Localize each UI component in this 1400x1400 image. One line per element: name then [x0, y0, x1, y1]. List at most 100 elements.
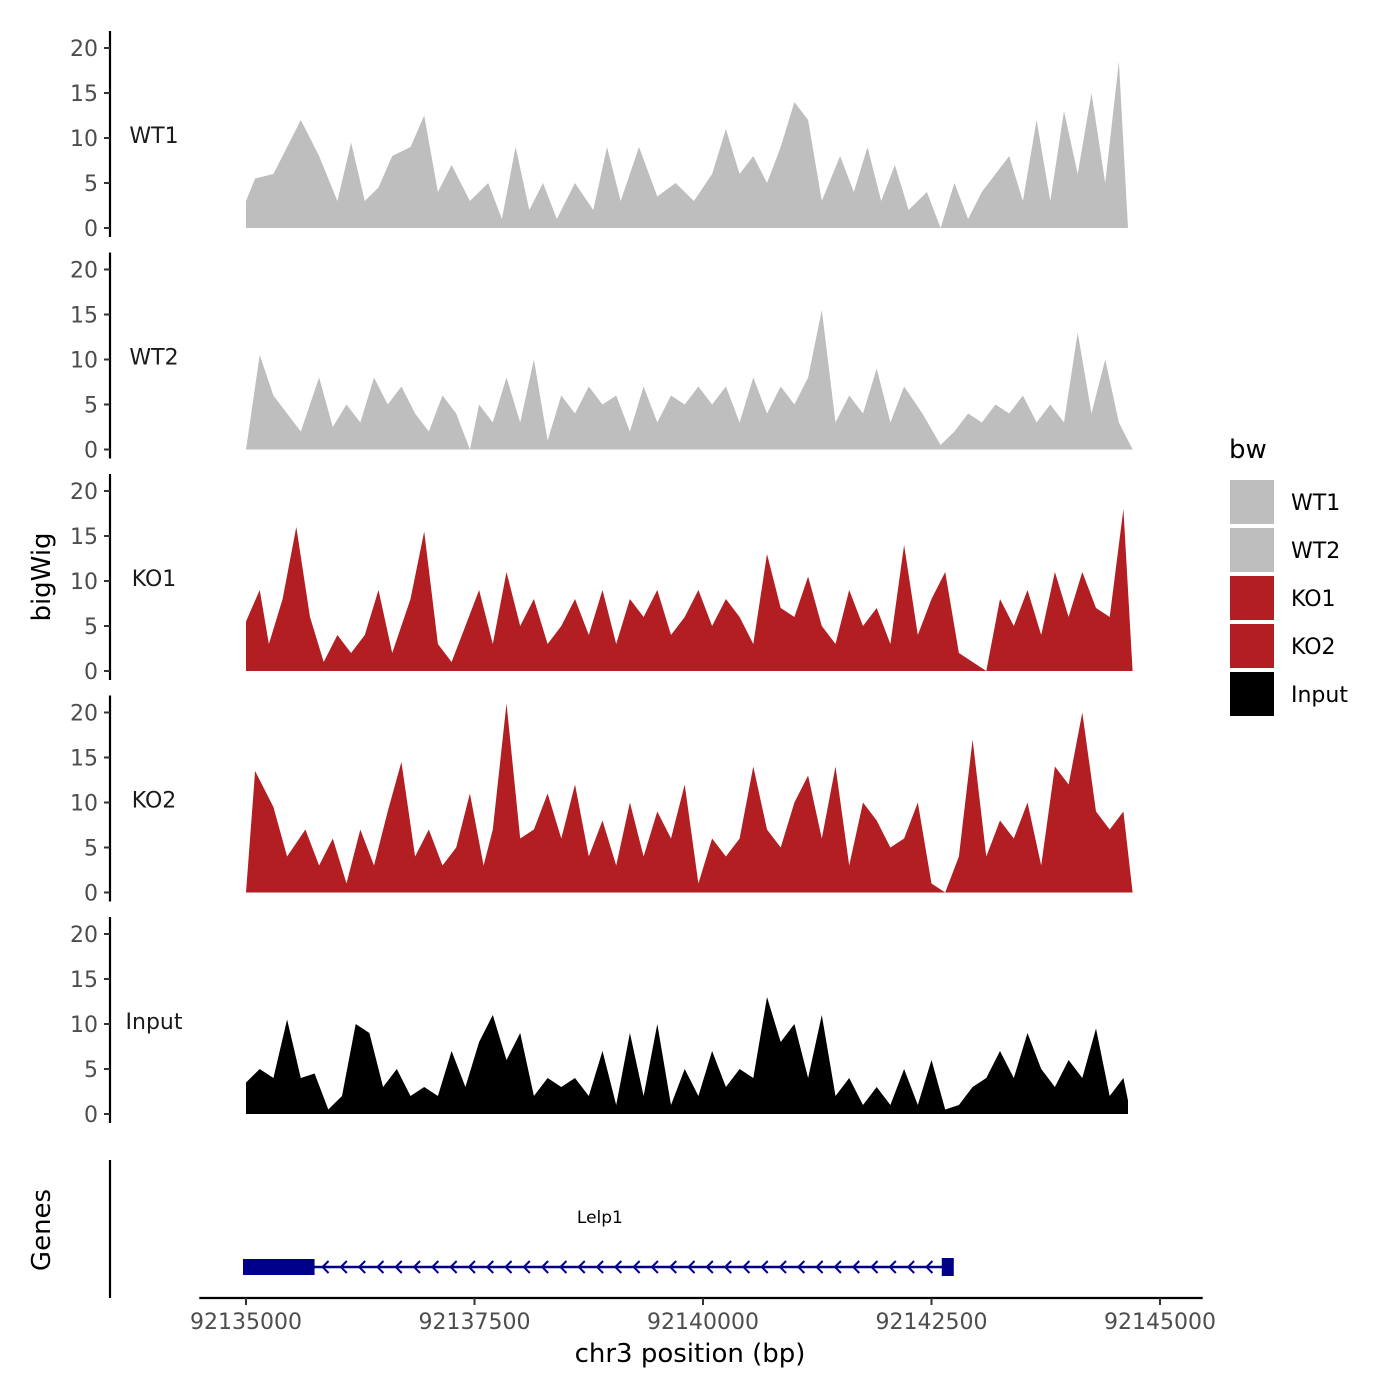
- strand-arrow: [833, 1260, 842, 1274]
- strand-arrow: [650, 1260, 659, 1274]
- strand-arrow: [412, 1260, 421, 1274]
- y-tick-label: 0: [84, 1103, 98, 1128]
- strand-arrow: [778, 1260, 787, 1274]
- y-tick-label: 5: [84, 615, 98, 640]
- y-tick-label: 5: [84, 1058, 98, 1083]
- strand-arrow: [449, 1260, 458, 1274]
- x-tick-label: 92142500: [876, 1310, 988, 1335]
- x-tick-label: 92145000: [1104, 1310, 1216, 1335]
- y-tick-label: 0: [84, 660, 98, 685]
- panels: 0 5 10 15 20 WT1 0 5 10 15 20 WT2 0 5 10 15 20 KO1 0 5 10 15 2…: [70, 31, 1133, 1128]
- y-tick-label: 20: [70, 480, 98, 505]
- y-axis-label: bigWig: [27, 532, 57, 621]
- strand-arrow: [394, 1260, 403, 1274]
- strand-arrow: [687, 1260, 696, 1274]
- legend-label: WT1: [1291, 491, 1340, 516]
- y-tick-label: 10: [70, 127, 98, 152]
- series-label: WT2: [129, 346, 178, 371]
- strand-arrow: [430, 1260, 440, 1274]
- y-tick-label: 15: [70, 304, 98, 329]
- strand-arrow: [357, 1260, 366, 1274]
- strand-arrow: [723, 1260, 732, 1274]
- strand-arrow: [925, 1260, 934, 1274]
- y-tick-label: 5: [84, 394, 98, 419]
- series-label: WT1: [129, 124, 178, 149]
- gene-track-label: Genes: [27, 1189, 57, 1271]
- y-tick-label: 0: [84, 217, 98, 242]
- series-label: KO1: [132, 567, 177, 592]
- y-tick-label: 20: [70, 702, 98, 727]
- legend: bw WT1 WT2 KO1 KO2 Input: [1229, 435, 1348, 716]
- y-tick-label: 10: [70, 792, 98, 817]
- legend-item-wt1: WT1: [1230, 480, 1340, 524]
- x-tick-label: 92137500: [419, 1310, 531, 1335]
- y-tick-label: 20: [70, 923, 98, 948]
- legend-item-ko1: KO1: [1230, 576, 1336, 620]
- strand-arrow: [504, 1260, 513, 1274]
- panel-wt2: 0 5 10 15 20 WT2: [70, 252, 1133, 464]
- area-input: [246, 997, 1128, 1114]
- strand-arrow: [796, 1260, 806, 1274]
- legend-swatch: [1230, 576, 1274, 620]
- strand-arrow: [540, 1260, 549, 1274]
- series-label: Input: [126, 1010, 183, 1035]
- y-tick-label: 15: [70, 968, 98, 993]
- strand-arrow: [321, 1260, 330, 1274]
- y-tick-label: 5: [84, 837, 98, 862]
- legend-item-ko2: KO2: [1230, 624, 1336, 668]
- strand-arrow: [339, 1260, 348, 1274]
- legend-swatch: [1230, 624, 1274, 668]
- y-tick-label: 10: [70, 349, 98, 374]
- legend-label: Input: [1291, 683, 1348, 708]
- gene-exon-thick: [243, 1259, 315, 1275]
- strand-arrow: [870, 1260, 879, 1274]
- y-tick-label: 10: [70, 1013, 98, 1038]
- strand-arrow: [668, 1260, 677, 1274]
- series-label: KO2: [132, 789, 177, 814]
- legend-swatch: [1230, 672, 1274, 716]
- strand-arrow: [705, 1260, 714, 1274]
- panel-ko1: 0 5 10 15 20 KO1: [70, 474, 1133, 685]
- x-axis-label: chr3 position (bp): [575, 1339, 806, 1369]
- legend-swatch: [1230, 528, 1274, 572]
- strand-arrow: [851, 1260, 860, 1274]
- strand-arrow: [742, 1260, 751, 1274]
- panel-ko2: 0 5 10 15 20 KO2: [70, 695, 1133, 907]
- strand-arrow: [595, 1260, 604, 1274]
- y-tick-label: 15: [70, 747, 98, 772]
- y-tick-label: 0: [84, 882, 98, 907]
- y-tick-label: 0: [84, 439, 98, 464]
- panel-wt1: 0 5 10 15 20 WT1: [70, 31, 1128, 242]
- area-wt1: [246, 61, 1128, 228]
- panel-input: 0 5 10 15 20 Input: [70, 917, 1128, 1128]
- area-ko1: [246, 509, 1133, 671]
- y-tick-label: 20: [70, 259, 98, 284]
- strand-arrow: [613, 1260, 623, 1274]
- legend-swatch: [1230, 480, 1274, 524]
- x-axis: 92135000 92137500 92140000 92142500 92145000: [190, 1296, 1216, 1335]
- legend-title: bw: [1229, 435, 1267, 465]
- strand-arrow: [376, 1260, 385, 1274]
- strand-arrow: [467, 1260, 476, 1274]
- strand-arrow: [632, 1260, 641, 1274]
- y-tick-label: 15: [70, 525, 98, 550]
- x-tick-label: 92135000: [190, 1310, 302, 1335]
- strand-arrow: [906, 1260, 915, 1274]
- y-tick-label: 5: [84, 172, 98, 197]
- gene-track: Lelp1: [108, 1160, 954, 1298]
- legend-label: KO1: [1291, 587, 1336, 612]
- legend-item-input: Input: [1230, 672, 1348, 716]
- gene-name: Lelp1: [577, 1208, 623, 1228]
- strand-arrow: [559, 1260, 568, 1274]
- strand-arrow: [760, 1260, 769, 1274]
- strand-arrow: [888, 1260, 897, 1274]
- strand-arrow: [522, 1260, 531, 1274]
- legend-label: WT2: [1291, 539, 1340, 564]
- y-tick-label: 20: [70, 37, 98, 62]
- strand-arrow: [577, 1260, 586, 1274]
- legend-label: KO2: [1291, 635, 1336, 660]
- y-tick-label: 10: [70, 570, 98, 595]
- area-ko2: [246, 703, 1133, 893]
- legend-item-wt2: WT2: [1230, 528, 1340, 572]
